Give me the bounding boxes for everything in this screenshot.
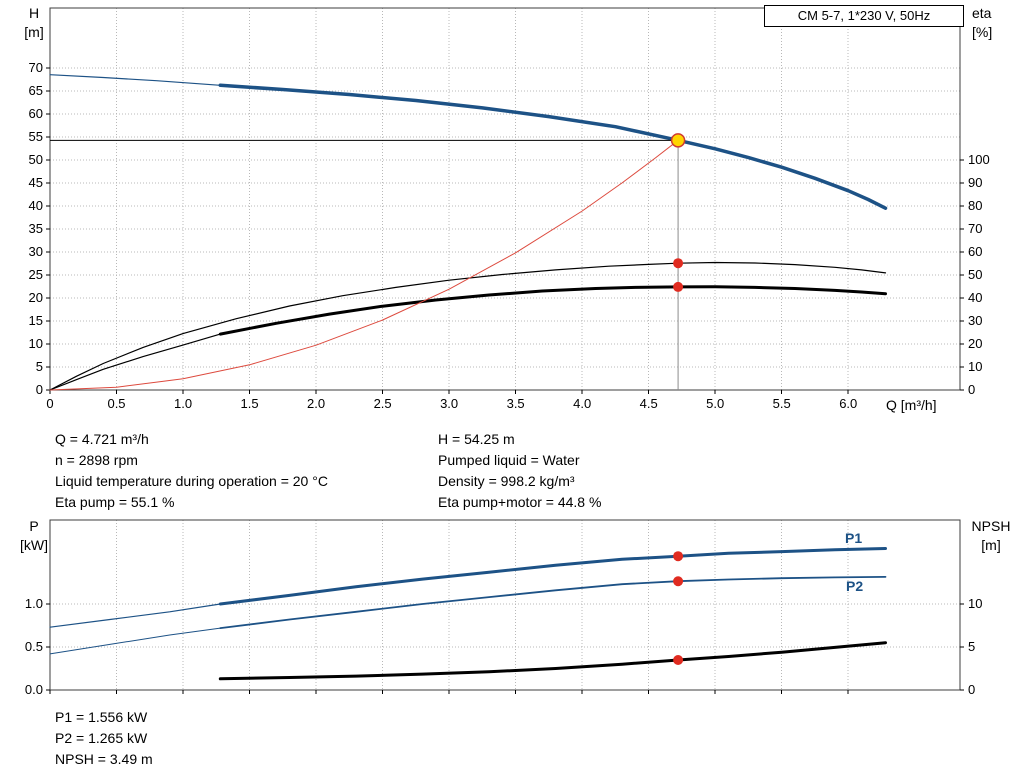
npsh-axis-symbol: NPSH: [971, 518, 1011, 534]
p1-curve-thin: [49, 603, 221, 628]
p1-curve: [218, 547, 887, 606]
power-chart: 0.0 0.5 1.0 0 5 10 P1 P2: [25, 519, 982, 697]
pump-title-box: CM 5-7, 1*230 V, 50Hz: [764, 5, 964, 27]
y-left-tick-label: 35: [29, 221, 43, 236]
x-tick-label: 1.5: [241, 396, 259, 411]
y-left-tick-label: 0.5: [25, 639, 43, 654]
y-left-tick-label: 15: [29, 313, 43, 328]
eta-axis-unit: [%]: [972, 24, 993, 40]
x-tick-label: 5.0: [706, 396, 724, 411]
y-left-tick-label: 5: [36, 359, 43, 374]
info-pumped-liquid: Pumped liquid = Water: [438, 452, 580, 468]
hq-curve: [218, 83, 888, 210]
info-npsh: NPSH = 3.49 m: [55, 751, 153, 767]
npsh-axis-unit: [m]: [981, 537, 1001, 553]
npsh-axis-title: NPSH [m]: [966, 517, 1016, 555]
y-right-tick-label: 10: [968, 596, 982, 611]
eta-pump-point: [673, 258, 684, 269]
p-axis-title: P [kW]: [16, 517, 52, 555]
y-right-tick-label: 0: [968, 382, 975, 397]
x-tick-label: 6.0: [839, 396, 857, 411]
y-right-tick-label: 0: [968, 682, 975, 697]
y-left-tick-label: 1.0: [25, 596, 43, 611]
npsh-curve: [218, 641, 887, 681]
x-tick-label: 3.0: [440, 396, 458, 411]
y-left-tick-label: 70: [29, 60, 43, 75]
eta-pump-curve: [49, 261, 887, 391]
y-left-tick-label: 10: [29, 336, 43, 351]
eta-pump-motor-curve-thin: [49, 333, 221, 391]
p2-curve: [219, 576, 887, 629]
h-axis-symbol: H: [28, 5, 40, 21]
eta-pump-motor-point: [673, 281, 684, 292]
y-left-tick-label: 0: [36, 382, 43, 397]
y-right-tick-label: 70: [968, 221, 982, 236]
info-block-left: Q = 4.721 m³/h n = 2898 rpm Liquid tempe…: [55, 429, 328, 513]
y-left-tick-label: 55: [29, 129, 43, 144]
info-block-right: H = 54.25 m Pumped liquid = Water Densit…: [438, 429, 601, 513]
info-speed: n = 2898 rpm: [55, 452, 138, 468]
eta-axis-title: eta [%]: [972, 4, 1016, 42]
y-right-tick-label: 50: [968, 267, 982, 282]
y-right-tick-label: 5: [968, 639, 975, 654]
y-right-tick-label: 90: [968, 175, 982, 190]
h-axis-unit: [m]: [24, 24, 44, 40]
x-tick-label: 4.5: [640, 396, 658, 411]
y-right-tick-label: 20: [968, 336, 982, 351]
system-curve: [49, 139, 679, 391]
y-right-tick-label: 100: [968, 152, 990, 167]
y-right-tick-label: 30: [968, 313, 982, 328]
npsh-point: [673, 654, 684, 665]
info-p2: P2 = 1.265 kW: [55, 730, 148, 746]
h-axis-title: H [m]: [18, 4, 50, 42]
plot-frame: [49, 519, 961, 691]
x-tick-label: 0: [46, 396, 53, 411]
qh-chart: 0 0.5 1.0 1.5 2.0 2.5 3.0 3.5 4.0 4.5 5.0 5.5 6.0 0 5 1…: [29, 7, 990, 411]
info-density: Density = 998.2 kg/m³: [438, 473, 575, 489]
x-tick-label: 2.5: [374, 396, 392, 411]
x-tick-label: 0.5: [107, 396, 125, 411]
y-right-tick-label: 60: [968, 244, 982, 259]
info-h: H = 54.25 m: [438, 431, 515, 447]
p1-label: P1: [845, 530, 862, 546]
x-tick-label: 2.0: [307, 396, 325, 411]
hq-curve-thin: [49, 74, 221, 86]
y-left-tick-label: 25: [29, 267, 43, 282]
p2-label: P2: [846, 578, 863, 594]
y-right-tick-label: 80: [968, 198, 982, 213]
x-tick-label: 3.5: [507, 396, 525, 411]
info-block-bottom: P1 = 1.556 kW P2 = 1.265 kW NPSH = 3.49 …: [55, 707, 153, 770]
y-left-tick-label: 60: [29, 106, 43, 121]
eta-axis-symbol: eta: [972, 5, 992, 21]
y-left-tick-label: 65: [29, 83, 43, 98]
eta-pump-motor-curve: [218, 285, 887, 336]
y-right-tick-label: 40: [968, 290, 982, 305]
plot-frame: [49, 7, 961, 391]
p2-point: [673, 576, 684, 587]
p1-point: [673, 551, 684, 562]
duty-point: [670, 133, 686, 148]
y-left-tick-label: 20: [29, 290, 43, 305]
y-left-tick-label: 50: [29, 152, 43, 167]
x-tick-label: 1.0: [174, 396, 192, 411]
info-p1: P1 = 1.556 kW: [55, 709, 148, 725]
p-axis-unit: [kW]: [20, 537, 48, 553]
y-left-tick-label: 30: [29, 244, 43, 259]
info-eta-pump-motor: Eta pump+motor = 44.8 %: [438, 494, 602, 510]
info-liquid-temp: Liquid temperature during operation = 20…: [55, 473, 328, 489]
info-q: Q = 4.721 m³/h: [55, 431, 149, 447]
p2-curve-thin: [49, 627, 221, 655]
x-tick-label: 5.5: [773, 396, 791, 411]
y-right-tick-label: 10: [968, 359, 982, 374]
y-left-tick-label: 40: [29, 198, 43, 213]
p-axis-symbol: P: [29, 518, 39, 534]
x-tick-label: 4.0: [573, 396, 591, 411]
y-left-tick-label: 45: [29, 175, 43, 190]
q-axis-title: Q [m³/h]: [886, 397, 937, 413]
info-eta-pump: Eta pump = 55.1 %: [55, 494, 175, 510]
y-left-tick-label: 0.0: [25, 682, 43, 697]
